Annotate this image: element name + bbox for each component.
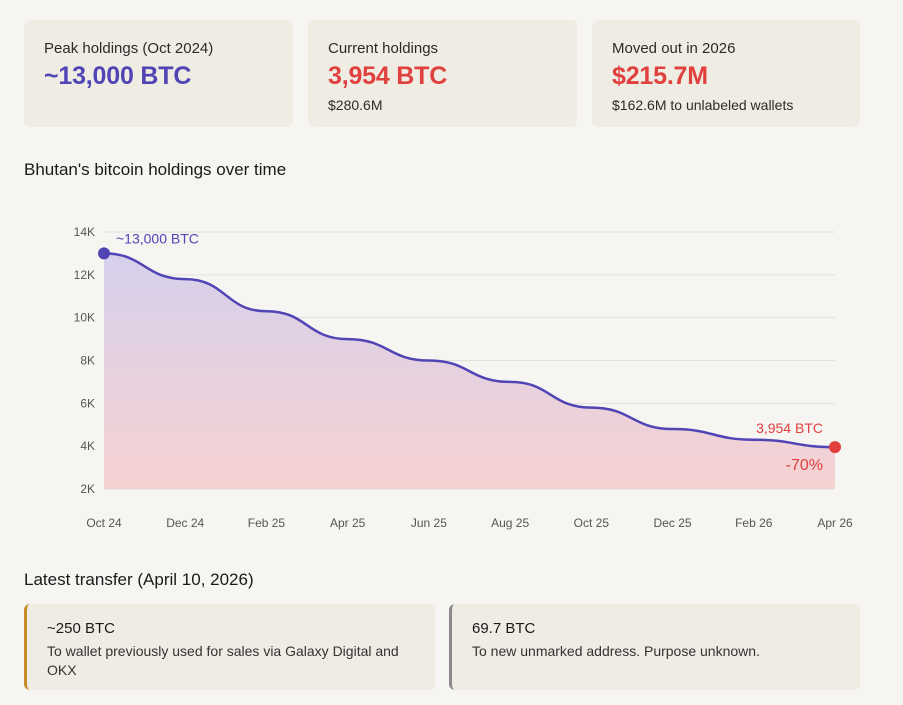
stat-value: 3,954 BTC [328,62,448,90]
y-tick-label: 10K [74,311,95,325]
stat-value: $215.7M [612,62,708,90]
transfer-card: ~250 BTC To wallet previously used for s… [24,604,435,690]
start-point [98,247,110,260]
transfer-amount: ~250 BTC [47,620,115,637]
y-tick-label: 8K [80,354,95,368]
stat-value: ~13,000 BTC [44,62,192,90]
change-annotation: -70% [786,457,823,474]
chart-title: Bhutan's bitcoin holdings over time [24,160,287,179]
y-tick-label: 6K [80,396,95,410]
end-point [829,441,841,454]
transfer-section-title: Latest transfer (April 10, 2026) [24,570,254,589]
x-tick-label: Oct 25 [574,516,610,530]
stat-label: Current holdings [328,40,439,57]
holdings-line [103,252,836,449]
holdings-chart: 2K 4K 6K 8K 10K 12K 14K Oct 24 Dec 24 Feb 25 Apr … [74,225,853,530]
transfer-amount: 69.7 BTC [472,620,536,637]
x-tick-label: Dec 25 [654,516,692,530]
start-annotation: ~13,000 BTC [116,230,199,246]
y-tick-label: 14K [74,225,95,239]
x-tick-label: Feb 26 [735,516,773,530]
transfer-description: To new unmarked address. Purpose unknown… [472,643,760,659]
x-tick-label: Dec 24 [166,516,204,530]
stat-label: Moved out in 2026 [612,40,736,57]
transfer-card: 69.7 BTC To new unmarked address. Purpos… [449,604,860,690]
stat-card-peak: Peak holdings (Oct 2024) ~13,000 BTC [24,20,293,127]
y-tick-label: 4K [80,439,95,453]
transfer-description: To wallet previously used for sales via … [47,643,399,678]
x-tick-label: Apr 26 [817,516,853,530]
stat-card-current: Current holdings 3,954 BTC $280.6M [308,20,577,127]
x-tick-label: Feb 25 [248,516,286,530]
x-tick-label: Aug 25 [491,516,529,530]
stat-sub: $162.6M to unlabeled wallets [612,97,794,113]
y-tick-label: 2K [80,482,95,496]
stat-sub: $280.6M [328,97,383,113]
y-tick-label: 12K [74,268,95,282]
end-annotation: 3,954 BTC [756,420,823,436]
stat-label: Peak holdings (Oct 2024) [44,40,214,57]
y-axis: 2K 4K 6K 8K 10K 12K 14K [74,225,95,496]
x-tick-label: Apr 25 [330,516,366,530]
x-tick-label: Oct 24 [86,516,122,530]
x-tick-label: Jun 25 [411,516,447,530]
x-axis: Oct 24 Dec 24 Feb 25 Apr 25 Jun 25 Aug 25 Oct … [86,516,853,530]
stat-card-moved-out: Moved out in 2026 $215.7M $162.6M to unl… [592,20,860,127]
